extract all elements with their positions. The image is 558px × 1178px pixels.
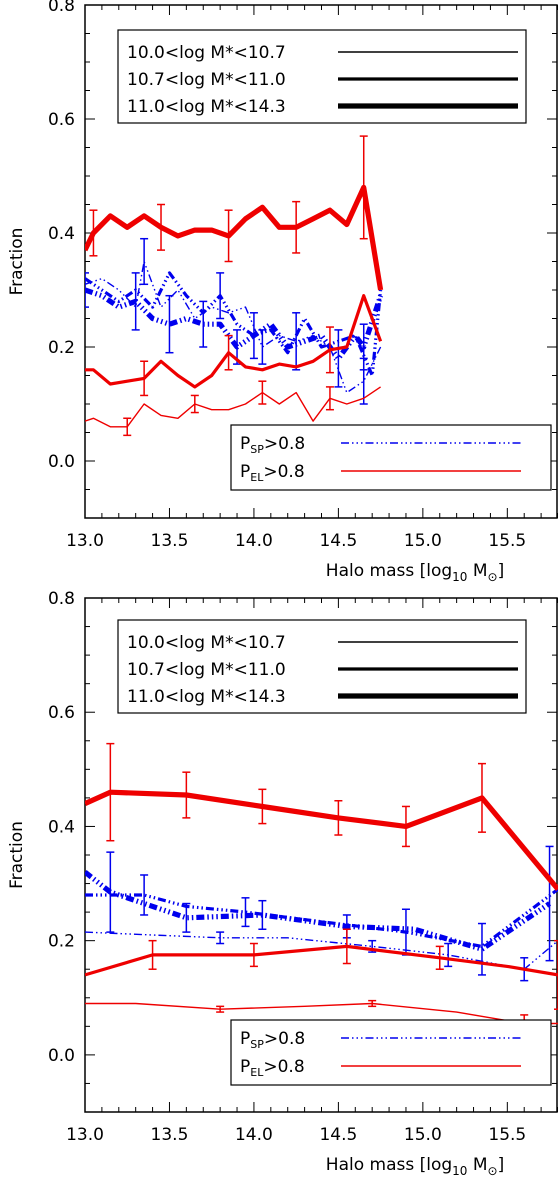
error-bar xyxy=(182,771,191,819)
error-bar xyxy=(140,360,149,397)
legend-type-label: PSP>0.8 xyxy=(240,434,305,456)
x-axis-label: Halo mass [log10 M⊙] xyxy=(326,561,504,584)
error-bar xyxy=(131,272,140,331)
error-bar xyxy=(334,329,343,388)
x-tick-label: 13.0 xyxy=(66,531,104,551)
error-bar xyxy=(359,135,368,240)
y-axis-label: Fraction xyxy=(7,228,27,296)
error-bar xyxy=(199,300,208,348)
legend-mass-label: 10.7<log M*<11.0 xyxy=(127,660,286,680)
error-bar xyxy=(106,742,115,842)
error-bar xyxy=(258,380,267,405)
x-tick-label: 14.0 xyxy=(235,1125,273,1145)
error-bar xyxy=(325,386,334,411)
plot-area xyxy=(85,742,558,1033)
error-bar xyxy=(190,394,199,414)
series-line-el-bin3 xyxy=(85,789,558,891)
y-axis-label: Fraction xyxy=(7,821,27,889)
legend-type: PSP>0.8 PEL>0.8 xyxy=(230,424,552,491)
error-bar xyxy=(85,272,89,308)
legend-mass-label: 11.0<log M*<14.3 xyxy=(127,97,286,117)
x-tick-label: 15.0 xyxy=(404,531,442,551)
panel-top: 13.0 13.5 14.0 14.5 15.0 15.5 0.0 0.2 0.4 0.6 0.8 F… xyxy=(7,0,558,584)
error-bar xyxy=(477,922,486,976)
error-bar xyxy=(123,417,132,437)
error-bar xyxy=(334,799,343,836)
error-bar xyxy=(359,323,368,371)
legend-type: PSP>0.8 PEL>0.8 xyxy=(230,1019,552,1086)
series-line-sp-bin1 xyxy=(85,260,382,394)
x-tick-label: 15.5 xyxy=(488,531,526,551)
x-axis-label: Halo mass [log10 M⊙] xyxy=(326,1155,504,1178)
series-line-sp-bin2 xyxy=(85,271,383,378)
error-bar xyxy=(89,209,98,257)
series-line-el-bin1 xyxy=(85,386,381,428)
error-bar xyxy=(241,897,250,928)
error-bar xyxy=(249,312,258,360)
y-tick-label: 0.8 xyxy=(48,0,75,16)
error-bar xyxy=(444,942,453,968)
series-line-el-bin3 xyxy=(85,184,384,291)
error-bar xyxy=(477,762,486,833)
error-bar xyxy=(224,209,233,263)
x-tick-label: 15.5 xyxy=(488,1125,526,1145)
panel-bottom: 13.0 13.5 14.0 14.5 15.0 15.5 0.0 0.2 0.4 0.6 0.8 F… xyxy=(7,589,558,1178)
y-tick-label: 0.6 xyxy=(48,110,75,130)
y-tick-label: 0.8 xyxy=(48,589,75,609)
legend-mass-bins: 10.0<log M*<10.7 10.7<log M*<11.0 11.0<log… xyxy=(117,619,527,714)
error-bar xyxy=(216,272,225,320)
error-bar xyxy=(435,945,444,970)
error-bar xyxy=(401,805,410,848)
error-bar xyxy=(216,1005,225,1013)
x-tick-label: 14.5 xyxy=(319,1125,357,1145)
y-tick-label: 0.2 xyxy=(48,338,75,358)
x-tick-label: 13.0 xyxy=(66,1125,104,1145)
legend-type-label: PEL>0.8 xyxy=(240,462,305,484)
x-tick-label: 15.0 xyxy=(404,1125,442,1145)
error-bar xyxy=(554,939,558,1010)
error-bar xyxy=(545,845,554,962)
x-tick-label: 14.0 xyxy=(235,531,273,551)
x-tick-label: 13.5 xyxy=(151,1125,189,1145)
error-bar xyxy=(216,931,225,945)
error-bar xyxy=(165,294,174,354)
legend-mass-label: 10.0<log M*<10.7 xyxy=(127,633,286,653)
error-bar xyxy=(258,788,267,825)
y-tick-label: 0.0 xyxy=(48,452,75,472)
y-tick-label: 0.4 xyxy=(48,817,75,837)
error-bar xyxy=(368,999,377,1008)
error-bar xyxy=(325,326,334,374)
error-bar xyxy=(292,312,301,371)
series-line-el-bin2 xyxy=(85,944,558,977)
y-tick-label: 0.2 xyxy=(48,932,75,952)
y-tick-label: 0.4 xyxy=(48,224,75,244)
error-bar xyxy=(157,203,166,251)
error-bar xyxy=(249,942,258,968)
error-bar xyxy=(342,928,351,965)
error-bar xyxy=(140,874,149,916)
legend-type-label: PEL>0.8 xyxy=(240,1057,305,1079)
series-line-sp-bin2 xyxy=(85,888,558,949)
error-bar xyxy=(106,851,115,933)
legend-mass-label: 11.0<log M*<14.3 xyxy=(127,687,286,707)
error-bar xyxy=(140,237,149,286)
error-bar xyxy=(292,200,301,254)
error-bar xyxy=(182,902,191,933)
legend-mass-label: 10.7<log M*<11.0 xyxy=(127,70,286,90)
x-tick-label: 13.5 xyxy=(151,531,189,551)
plot-area xyxy=(85,135,384,437)
error-bar xyxy=(148,939,157,970)
x-tick-label: 14.5 xyxy=(319,531,357,551)
legend-mass-bins: 10.0<log M*<10.7 10.7<log M*<11.0 11.0<log… xyxy=(117,29,527,124)
y-tick-label: 0.0 xyxy=(48,1046,75,1066)
legend-type-label: PSP>0.8 xyxy=(240,1029,305,1051)
error-bar xyxy=(224,334,233,371)
error-bar xyxy=(258,899,267,930)
legend-mass-label: 10.0<log M*<10.7 xyxy=(127,43,286,63)
series-line-sp-bin3 xyxy=(85,870,552,952)
error-bar xyxy=(258,329,267,365)
y-tick-label: 0.6 xyxy=(48,703,75,723)
